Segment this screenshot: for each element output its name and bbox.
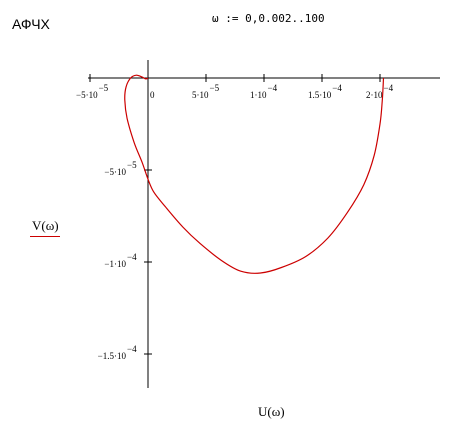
y-tick-exponent: −4 [127,252,137,262]
y-axis-label: V(ω) [32,218,59,233]
y-ticks: −5·10−5−1·10−4−1.5·10−4 [98,160,152,361]
x-tick-label: 1·10 [250,90,267,100]
y-tick-exponent: −5 [127,160,137,170]
range-definition: ω := 0,0.002..100 [212,12,325,25]
x-tick-exponent: −4 [384,83,394,93]
x-tick-exponent: −5 [99,83,109,93]
chart-title: АФЧХ [12,16,50,32]
x-tick-label: −5·10 [76,90,98,100]
legend-line [30,236,60,237]
y-tick-label: −5·10 [104,167,126,177]
x-tick-label: 2·10 [366,90,383,100]
afc-curve [124,74,385,274]
y-tick-label: −1·10 [104,259,126,269]
x-tick-label: 5·10 [192,90,209,100]
x-tick-exponent: −4 [268,83,278,93]
x-axis-label: U(ω) [258,404,285,419]
y-tick-exponent: −4 [127,344,137,354]
x-tick-exponent: −4 [332,83,342,93]
x-tick-label: 1.5·10 [308,90,332,100]
x-ticks: −5·10−50 5·10−51·10−41.5·10−42·10−4 [76,74,394,100]
x-tick-exponent: −5 [210,83,220,93]
y-tick-label: −1.5·10 [98,351,127,361]
x-tick-label: 0 [150,90,155,100]
